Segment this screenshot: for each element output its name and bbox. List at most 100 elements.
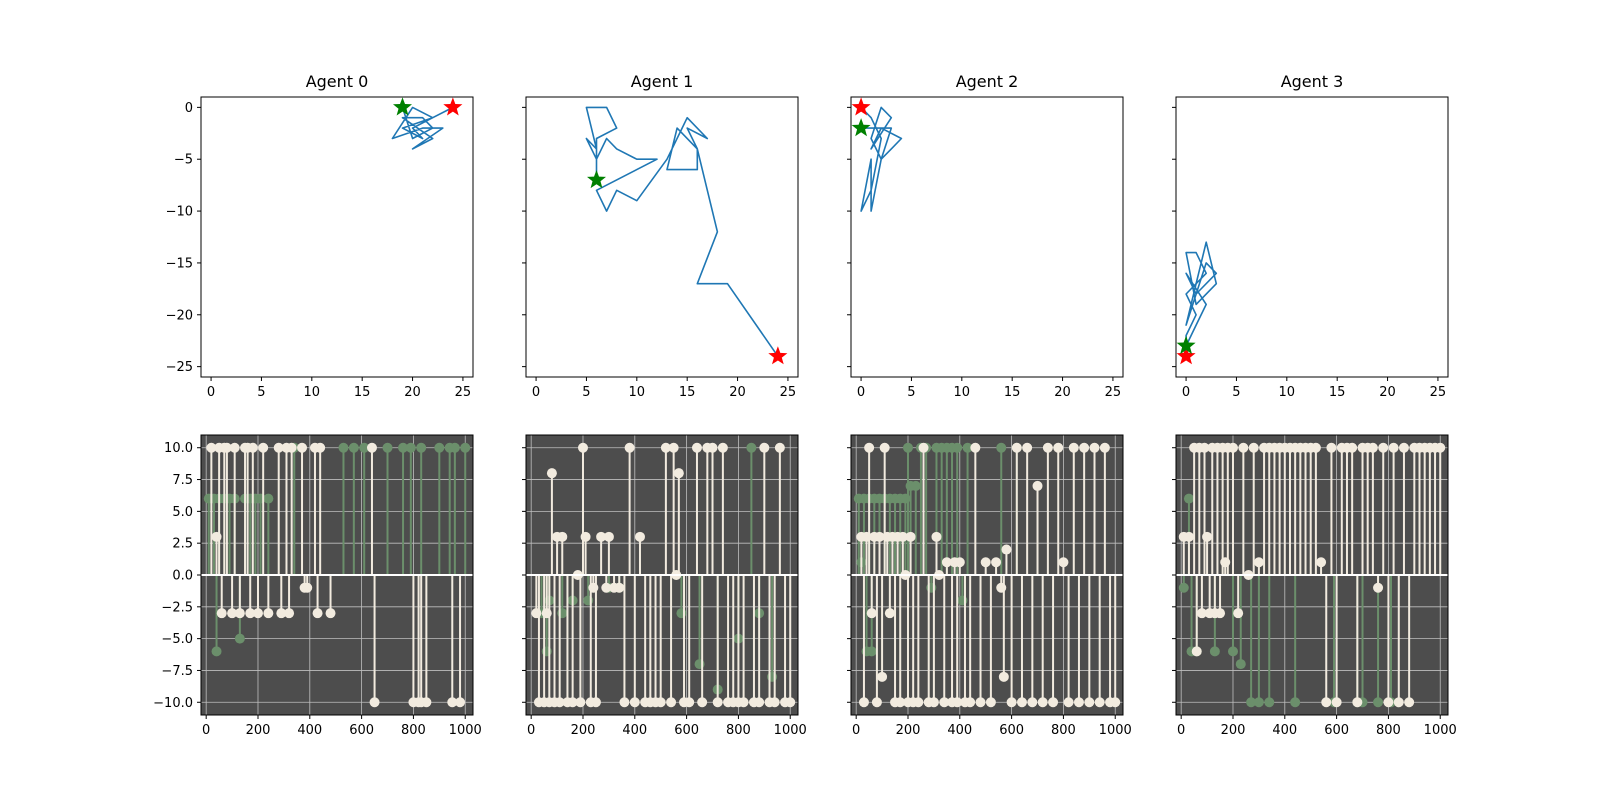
light-marker — [258, 442, 269, 453]
axes-frame — [200, 96, 474, 378]
light-marker — [1089, 442, 1100, 453]
light-marker — [941, 557, 952, 568]
light-marker — [1183, 531, 1194, 542]
x-tick-label: 15 — [354, 385, 371, 400]
panel-5: 0 200 400 600 800 1000 — [522, 434, 807, 738]
plot-area — [526, 97, 798, 377]
green-marker — [910, 480, 921, 491]
panel-6: 0 200 400 600 800 1000 — [847, 434, 1132, 738]
light-marker — [1310, 442, 1321, 453]
light-marker — [897, 531, 908, 542]
light-marker — [785, 697, 796, 708]
light-marker — [1238, 442, 1249, 453]
light-marker — [877, 671, 888, 682]
light-marker — [1037, 697, 1048, 708]
panel-7: 0 200 400 600 800 1000 — [1172, 434, 1457, 738]
light-marker — [684, 697, 695, 708]
green-marker — [338, 442, 349, 453]
y-tick-label: −10.0 — [153, 696, 193, 711]
x-tick-label: 200 — [896, 723, 921, 738]
panel-1: 0 5 10 15 20 25 Agent 1 — [522, 72, 799, 400]
x-tick-label: 5 — [907, 385, 915, 400]
green-marker — [1253, 697, 1264, 708]
light-marker — [247, 442, 258, 453]
light-marker — [1388, 442, 1399, 453]
light-marker — [1202, 531, 1213, 542]
light-marker — [596, 531, 607, 542]
x-tick-label: 0 — [852, 723, 860, 738]
light-marker — [1094, 697, 1105, 708]
light-marker — [1398, 442, 1409, 453]
green-marker — [1209, 646, 1220, 657]
light-marker — [227, 608, 238, 619]
light-marker — [952, 697, 963, 708]
y-tick-label: 7.5 — [172, 473, 193, 488]
green-marker — [1246, 697, 1257, 708]
light-marker — [577, 442, 588, 453]
light-marker — [991, 557, 1002, 568]
y-tick-label: −2.5 — [161, 600, 193, 615]
panel-4: 0 200 400 600 800 1000 10.0 7.5 5.0 2.5 0.0 −2.5 −5.… — [153, 434, 482, 738]
x-tick-label: 15 — [679, 385, 696, 400]
light-marker — [619, 697, 630, 708]
x-tick-label: 20 — [1379, 385, 1396, 400]
plot-area — [851, 97, 1123, 377]
light-marker — [1058, 557, 1069, 568]
light-marker — [1373, 582, 1384, 593]
panel-0: 0 5 10 15 20 25 0 −5 −10 −15 −20 −25 Agent 0 — [166, 72, 474, 400]
x-tick-label: 600 — [674, 723, 699, 738]
light-marker — [691, 442, 702, 453]
axes-frame — [850, 96, 1124, 378]
y-tick-label: 2.5 — [172, 537, 193, 552]
x-tick-label: 800 — [401, 723, 426, 738]
light-marker — [697, 697, 708, 708]
light-marker — [273, 442, 284, 453]
green-marker — [416, 442, 427, 453]
light-marker — [759, 442, 770, 453]
x-tick-label: 10 — [1279, 385, 1296, 400]
light-marker — [325, 608, 336, 619]
green-marker — [962, 442, 973, 453]
y-tick-label: −20 — [166, 308, 193, 323]
light-marker — [655, 697, 666, 708]
chart-title: Agent 0 — [306, 72, 369, 91]
x-tick-label: 20 — [404, 385, 421, 400]
green-marker — [1264, 697, 1275, 708]
panel-3: 0 5 10 15 20 25 Agent 3 — [1172, 72, 1449, 400]
green-marker — [1290, 697, 1301, 708]
light-marker — [879, 442, 890, 453]
light-marker — [668, 442, 679, 453]
x-tick-label: 10 — [629, 385, 646, 400]
light-marker — [580, 531, 591, 542]
light-marker — [754, 697, 765, 708]
light-marker — [738, 697, 749, 708]
light-marker — [1048, 697, 1059, 708]
axes-frame — [525, 96, 799, 378]
light-marker — [1253, 557, 1264, 568]
light-marker — [866, 608, 877, 619]
chart-title: Agent 3 — [1281, 72, 1344, 91]
light-marker — [712, 697, 723, 708]
green-marker — [382, 442, 393, 453]
green-marker — [263, 493, 274, 504]
start-star — [851, 97, 871, 116]
green-marker — [996, 442, 1007, 453]
light-marker — [954, 557, 965, 568]
light-marker — [1063, 697, 1074, 708]
green-marker — [398, 442, 409, 453]
light-marker — [575, 697, 586, 708]
light-marker — [1199, 442, 1210, 453]
x-tick-label: 10 — [954, 385, 971, 400]
start-star — [443, 97, 463, 116]
x-tick-label: 600 — [999, 723, 1024, 738]
light-marker — [918, 442, 929, 453]
light-marker — [895, 697, 906, 708]
x-tick-label: 25 — [455, 385, 472, 400]
x-tick-label: 5 — [257, 385, 265, 400]
light-marker — [276, 608, 287, 619]
light-marker — [421, 697, 432, 708]
trajectory-line — [1185, 241, 1218, 357]
light-marker — [366, 442, 377, 453]
y-tick-label: −5.0 — [161, 632, 193, 647]
